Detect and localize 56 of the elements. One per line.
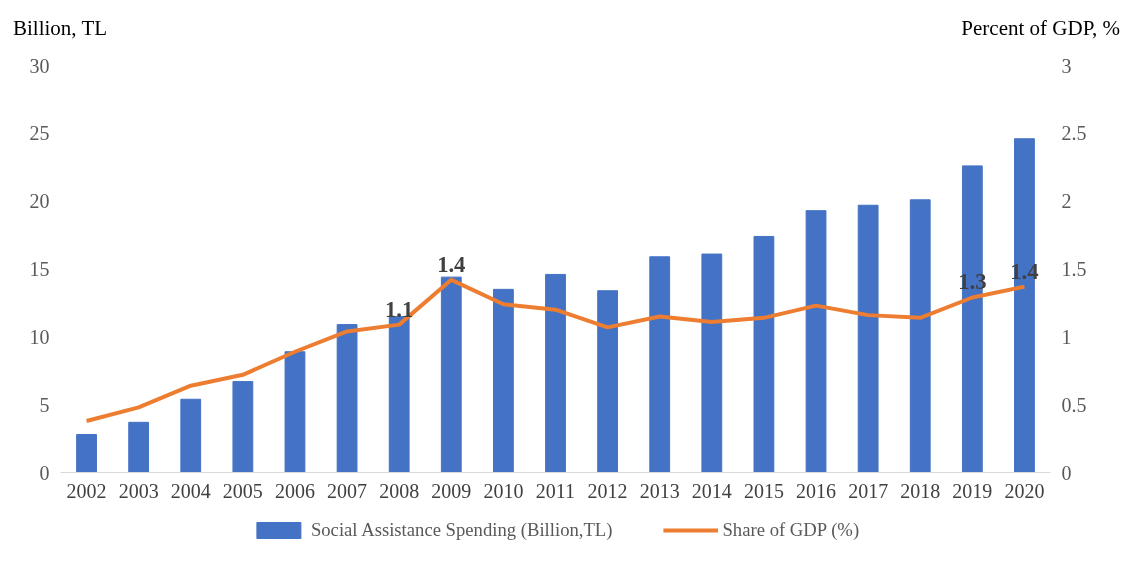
data-label: 1.1 bbox=[385, 296, 414, 322]
y-tick-label: 5 bbox=[39, 393, 50, 416]
bar bbox=[76, 434, 97, 473]
legend-label: Share of GDP (%) bbox=[722, 519, 860, 541]
x-tick-label: 2003 bbox=[118, 479, 159, 502]
x-tick-label: 2016 bbox=[796, 479, 837, 502]
bar bbox=[180, 398, 202, 473]
y-tick-label: 30 bbox=[29, 54, 50, 77]
bar bbox=[597, 290, 619, 473]
y2-tick-label: 1 bbox=[1061, 325, 1072, 348]
data-label: 1.4 bbox=[437, 251, 466, 277]
y2-tick-label: 0 bbox=[1061, 461, 1072, 484]
x-tick-label: 2018 bbox=[900, 479, 941, 502]
y2-tick-label: 3 bbox=[1061, 54, 1072, 77]
x-tick-label: 2013 bbox=[639, 479, 680, 502]
legend-label: Social Assistance Spending (Billion,TL) bbox=[310, 519, 613, 541]
y2-tick-label: 1.5 bbox=[1061, 258, 1087, 280]
bar bbox=[805, 210, 827, 473]
x-tick-label: 2008 bbox=[379, 479, 420, 502]
bar bbox=[128, 421, 150, 473]
x-tick-label: 2007 bbox=[327, 479, 368, 502]
x-tick-label: 2002 bbox=[66, 479, 107, 502]
y2-tick-label: 0.5 bbox=[1061, 393, 1087, 416]
x-tick-label: 2006 bbox=[274, 479, 315, 502]
x-tick-label: 2004 bbox=[170, 479, 211, 502]
x-tick-label: 2011 bbox=[535, 479, 576, 502]
y-tick-label: 25 bbox=[29, 122, 50, 145]
x-tick-label: 2012 bbox=[587, 479, 628, 502]
bar bbox=[753, 235, 775, 473]
y-axis-title: Billion, TL bbox=[13, 15, 108, 42]
bar bbox=[336, 324, 358, 473]
x-tick-label: 2010 bbox=[483, 479, 524, 502]
bar bbox=[701, 253, 723, 473]
bar bbox=[492, 288, 514, 473]
bar bbox=[857, 204, 879, 473]
x-tick-label: 2014 bbox=[691, 479, 732, 502]
y2-axis-title: Percent of GDP, % bbox=[961, 15, 1120, 42]
bar bbox=[545, 273, 566, 473]
x-tick-label: 2005 bbox=[222, 479, 263, 502]
bar bbox=[909, 199, 931, 473]
y2-tick-label: 2.5 bbox=[1061, 122, 1087, 145]
bar bbox=[649, 256, 671, 473]
x-tick-label: 2009 bbox=[431, 479, 472, 502]
bar bbox=[388, 315, 410, 473]
bar bbox=[440, 276, 462, 473]
x-tick-label: 2020 bbox=[1004, 479, 1045, 502]
x-tick-label: 2015 bbox=[743, 479, 784, 502]
bar bbox=[232, 381, 254, 473]
y-tick-label: 20 bbox=[29, 190, 50, 213]
bar bbox=[284, 351, 306, 473]
x-tick-label: 2019 bbox=[952, 479, 993, 502]
y-tick-label: 15 bbox=[29, 258, 50, 280]
x-tick-label: 2017 bbox=[848, 479, 889, 502]
y-tick-label: 10 bbox=[29, 325, 50, 348]
y-tick-label: 0 bbox=[39, 461, 50, 484]
y2-tick-label: 2 bbox=[1061, 190, 1072, 213]
